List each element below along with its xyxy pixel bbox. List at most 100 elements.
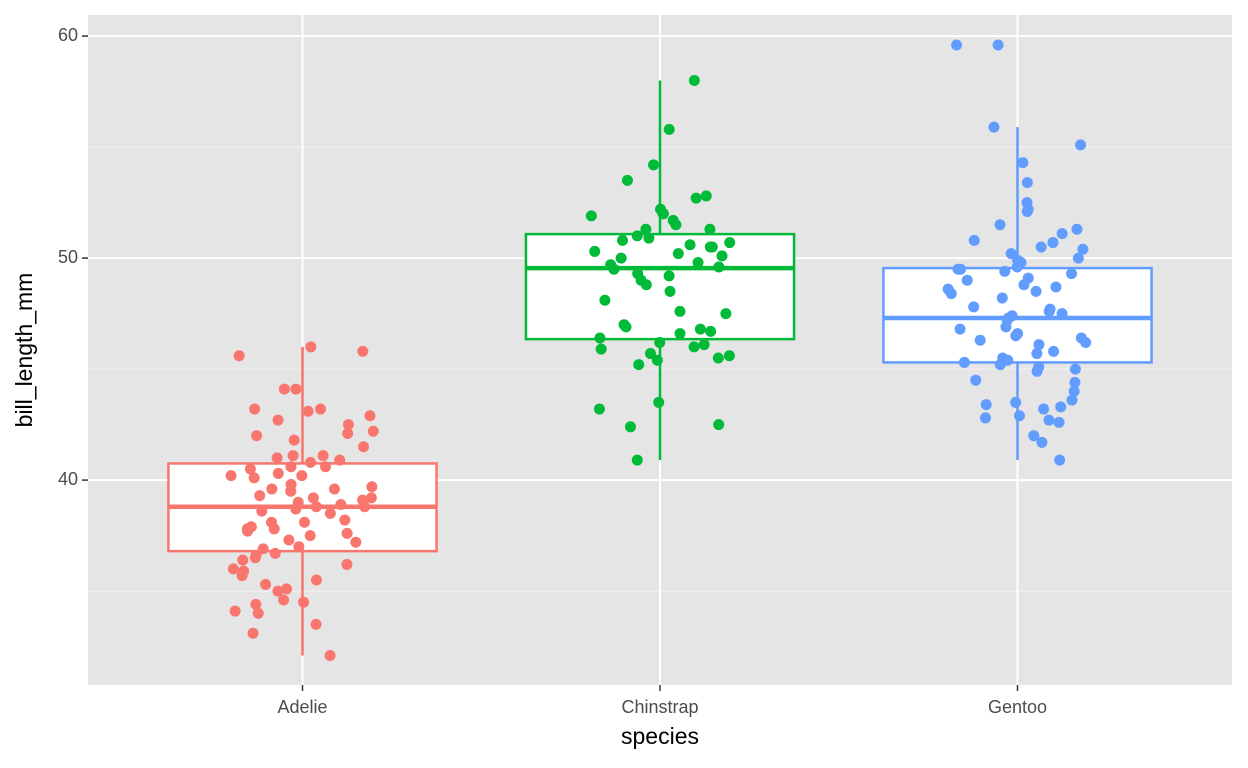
point (237, 554, 249, 566)
point (994, 359, 1006, 371)
point (988, 121, 1000, 133)
point (278, 594, 290, 606)
point (593, 403, 605, 415)
point (359, 501, 371, 513)
point (1018, 279, 1030, 291)
point (229, 605, 241, 617)
point (257, 543, 269, 555)
point (251, 430, 263, 442)
point (999, 265, 1011, 277)
point (1028, 430, 1040, 442)
point (979, 412, 991, 424)
point (974, 334, 986, 346)
point (324, 649, 336, 661)
point (945, 288, 957, 300)
point (625, 421, 637, 433)
point (304, 530, 316, 542)
point (961, 274, 973, 286)
point (692, 257, 704, 269)
point (958, 356, 970, 368)
point (674, 328, 686, 340)
point (305, 456, 317, 468)
point (310, 574, 322, 586)
point (1054, 454, 1066, 466)
point (589, 245, 601, 257)
point (320, 461, 332, 473)
point (723, 350, 735, 362)
point (288, 434, 300, 446)
point (968, 234, 980, 246)
point (1017, 157, 1029, 169)
point (1055, 401, 1067, 413)
point (617, 234, 629, 246)
point (595, 343, 607, 355)
point (335, 499, 347, 511)
point (640, 279, 652, 291)
point (256, 505, 268, 517)
point (1066, 268, 1078, 280)
point (342, 427, 354, 439)
point (244, 463, 256, 475)
point (1038, 403, 1050, 415)
point (672, 248, 684, 260)
point (1031, 348, 1043, 360)
x-tick-label: Chinstrap (621, 697, 698, 717)
y-tick-label: 40 (58, 469, 78, 489)
point (951, 39, 963, 51)
point (272, 585, 284, 597)
point (250, 598, 262, 610)
point (698, 339, 710, 351)
point (298, 596, 310, 608)
point (1000, 321, 1012, 333)
point (996, 292, 1008, 304)
point (249, 403, 261, 415)
point (307, 492, 319, 504)
point (1043, 305, 1055, 317)
point (952, 263, 964, 275)
point (233, 350, 245, 362)
point (720, 308, 732, 320)
point (994, 219, 1006, 231)
point (290, 383, 302, 395)
point (657, 208, 669, 220)
point (713, 419, 725, 431)
point (310, 501, 322, 513)
point (1031, 365, 1043, 377)
point (1069, 376, 1081, 388)
point (315, 403, 327, 415)
point (1066, 394, 1078, 406)
point (1035, 241, 1047, 253)
point (358, 441, 370, 453)
point (248, 472, 260, 484)
point (1033, 339, 1045, 351)
point (254, 490, 266, 502)
point (1043, 414, 1055, 426)
point (674, 305, 686, 317)
point (280, 583, 292, 595)
x-tick-label: Gentoo (988, 697, 1047, 717)
point (631, 454, 643, 466)
point (1050, 281, 1062, 293)
point (968, 301, 980, 313)
point (225, 470, 237, 482)
point (1021, 177, 1033, 189)
point (700, 190, 712, 202)
point (585, 210, 597, 222)
point (296, 470, 308, 482)
point (283, 534, 295, 546)
point (688, 74, 700, 86)
point (670, 219, 682, 231)
point (341, 558, 353, 570)
point (690, 192, 702, 204)
point (663, 270, 675, 282)
point (1013, 410, 1025, 422)
point (663, 123, 675, 135)
point (1048, 345, 1060, 357)
point (339, 514, 351, 526)
box (524, 232, 796, 341)
point (1010, 330, 1022, 342)
point (1011, 261, 1023, 273)
point (654, 336, 666, 348)
point (247, 627, 259, 639)
point (317, 450, 329, 462)
